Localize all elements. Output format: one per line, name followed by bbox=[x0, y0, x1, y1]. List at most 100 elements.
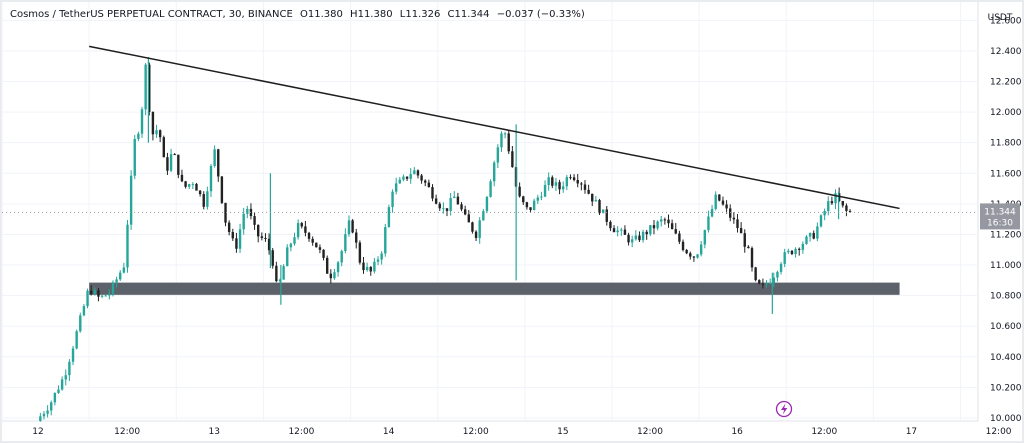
candle-body[interactable] bbox=[144, 64, 147, 110]
candle-body[interactable] bbox=[75, 331, 78, 349]
candle-body[interactable] bbox=[64, 375, 67, 380]
candle-body[interactable] bbox=[663, 219, 667, 221]
candle-body[interactable] bbox=[278, 279, 282, 282]
candle-body[interactable] bbox=[148, 64, 151, 112]
candle-body[interactable] bbox=[729, 208, 732, 218]
candle-body[interactable] bbox=[543, 185, 547, 197]
candle-body[interactable] bbox=[478, 220, 481, 238]
candle-body[interactable] bbox=[351, 220, 354, 233]
candle-body[interactable] bbox=[816, 226, 819, 239]
candle-body[interactable] bbox=[558, 182, 561, 190]
candle-body[interactable] bbox=[202, 194, 205, 207]
candle-body[interactable] bbox=[238, 229, 242, 249]
candle-body[interactable] bbox=[195, 183, 198, 191]
candle-body[interactable] bbox=[166, 157, 169, 171]
candle-body[interactable] bbox=[86, 290, 89, 307]
candle-body[interactable] bbox=[53, 392, 57, 403]
candle-body[interactable] bbox=[696, 254, 699, 258]
candle-body[interactable] bbox=[307, 232, 311, 239]
candle-body[interactable] bbox=[264, 237, 267, 239]
candle-body[interactable] bbox=[750, 248, 754, 268]
candle-body[interactable] bbox=[652, 225, 656, 229]
candle-body[interactable] bbox=[783, 252, 786, 264]
candle-body[interactable] bbox=[460, 204, 463, 210]
candle-body[interactable] bbox=[445, 208, 449, 211]
candle-body[interactable] bbox=[551, 177, 554, 186]
candle-body[interactable] bbox=[177, 154, 180, 175]
candle-body[interactable] bbox=[246, 208, 249, 214]
candle-body[interactable] bbox=[322, 249, 325, 258]
candle-body[interactable] bbox=[115, 279, 118, 283]
candle-body[interactable] bbox=[507, 133, 510, 152]
candle-body[interactable] bbox=[703, 230, 707, 245]
candle-body[interactable] bbox=[620, 229, 623, 231]
candle-body[interactable] bbox=[536, 197, 539, 201]
candle-body[interactable] bbox=[333, 272, 336, 279]
candle-body[interactable] bbox=[776, 271, 779, 278]
candle-body[interactable] bbox=[431, 187, 434, 199]
candle-body[interactable] bbox=[834, 193, 837, 204]
candle-body[interactable] bbox=[275, 265, 278, 282]
candle-body[interactable] bbox=[714, 194, 717, 209]
candle-body[interactable] bbox=[253, 216, 256, 225]
candle-body[interactable] bbox=[89, 290, 93, 295]
candle-body[interactable] bbox=[394, 183, 398, 192]
candle-body[interactable] bbox=[819, 215, 823, 227]
candle-body[interactable] bbox=[805, 236, 808, 244]
candle-body[interactable] bbox=[93, 290, 97, 295]
candle-body[interactable] bbox=[376, 259, 380, 262]
candle-body[interactable] bbox=[761, 283, 765, 285]
candle-body[interactable] bbox=[634, 235, 638, 240]
candle-body[interactable] bbox=[721, 200, 725, 205]
candle-body[interactable] bbox=[293, 237, 296, 244]
candle-body[interactable] bbox=[638, 235, 641, 241]
candle-body[interactable] bbox=[420, 175, 423, 181]
candle-body[interactable] bbox=[540, 196, 543, 198]
candle-body[interactable] bbox=[336, 262, 340, 273]
candle-body[interactable] bbox=[289, 243, 293, 248]
candle-body[interactable] bbox=[587, 189, 590, 194]
candle-body[interactable] bbox=[482, 211, 485, 221]
candle-body[interactable] bbox=[387, 207, 391, 228]
candle-body[interactable] bbox=[133, 138, 136, 176]
candle-body[interactable] bbox=[122, 267, 126, 273]
candle-body[interactable] bbox=[830, 201, 834, 204]
candle-body[interactable] bbox=[474, 231, 478, 238]
candle-body[interactable] bbox=[126, 224, 129, 268]
candle-body[interactable] bbox=[271, 250, 274, 266]
candle-body[interactable] bbox=[827, 201, 830, 212]
candle-body[interactable] bbox=[438, 203, 441, 209]
candle-body[interactable] bbox=[79, 315, 82, 332]
candle-body[interactable] bbox=[427, 182, 431, 188]
candle-body[interactable] bbox=[184, 181, 187, 187]
candle-body[interactable] bbox=[660, 219, 663, 222]
candle-body[interactable] bbox=[772, 277, 775, 284]
candle-body[interactable] bbox=[707, 216, 710, 231]
candle-body[interactable] bbox=[627, 234, 630, 243]
candle-body[interactable] bbox=[732, 217, 736, 220]
candle-body[interactable] bbox=[405, 176, 409, 179]
candle-body[interactable] bbox=[57, 389, 60, 393]
candle-body[interactable] bbox=[569, 177, 572, 179]
candle-body[interactable] bbox=[493, 162, 496, 182]
candle-body[interactable] bbox=[137, 133, 140, 139]
lightning-icon[interactable] bbox=[775, 400, 793, 418]
candle-body[interactable] bbox=[522, 196, 525, 203]
candle-body[interactable] bbox=[456, 196, 460, 205]
candle-body[interactable] bbox=[140, 109, 144, 134]
candle-body[interactable] bbox=[699, 244, 703, 255]
candle-body[interactable] bbox=[416, 170, 420, 176]
candle-body[interactable] bbox=[169, 154, 173, 171]
candle-body[interactable] bbox=[674, 229, 677, 234]
candle-body[interactable] bbox=[155, 130, 158, 135]
candle-body[interactable] bbox=[213, 149, 216, 166]
candle-body[interactable] bbox=[794, 248, 797, 255]
candle-body[interactable] bbox=[518, 186, 521, 197]
candle-body[interactable] bbox=[656, 221, 659, 229]
candle-body[interactable] bbox=[296, 223, 300, 238]
candle-body[interactable] bbox=[173, 154, 176, 156]
candle-body[interactable] bbox=[471, 222, 474, 232]
candle-body[interactable] bbox=[503, 133, 507, 135]
candle-body[interactable] bbox=[227, 222, 231, 233]
